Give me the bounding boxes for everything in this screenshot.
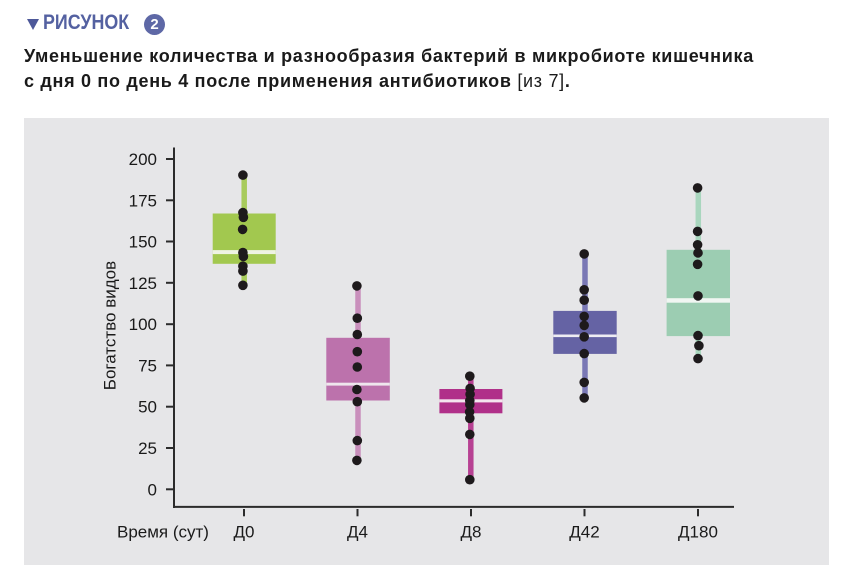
svg-text:0: 0 xyxy=(148,480,157,499)
svg-text:200: 200 xyxy=(129,150,157,169)
svg-text:Время (сут): Время (сут) xyxy=(117,523,209,542)
svg-text:125: 125 xyxy=(129,274,157,293)
svg-text:Д0: Д0 xyxy=(234,523,255,542)
svg-text:Д8: Д8 xyxy=(461,523,482,542)
svg-text:175: 175 xyxy=(129,191,157,210)
svg-text:25: 25 xyxy=(138,439,157,458)
svg-text:50: 50 xyxy=(138,398,157,417)
svg-text:75: 75 xyxy=(138,356,157,375)
svg-text:100: 100 xyxy=(129,315,157,334)
svg-text:Д4: Д4 xyxy=(347,523,368,542)
svg-text:150: 150 xyxy=(129,233,157,252)
svg-text:Д42: Д42 xyxy=(569,523,599,542)
svg-text:Д180: Д180 xyxy=(678,523,718,542)
svg-text:Богатство видов: Богатство видов xyxy=(101,261,120,390)
